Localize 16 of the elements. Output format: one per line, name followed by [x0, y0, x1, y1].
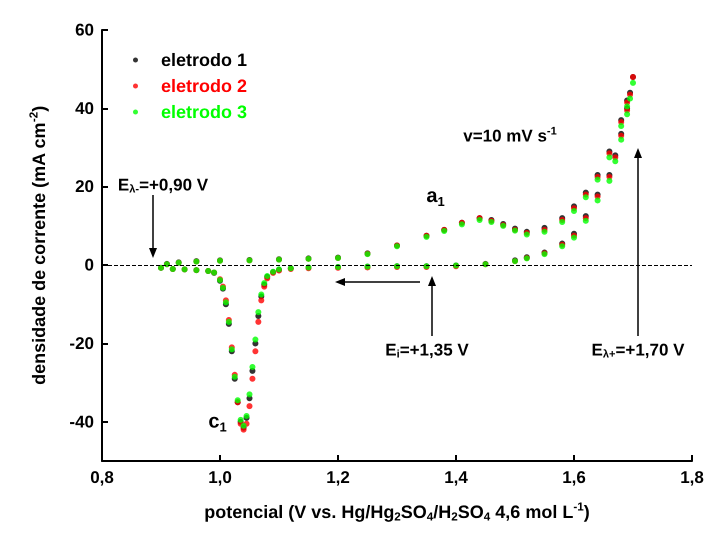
y-tick-label: 0: [84, 256, 94, 275]
x-tick-label: 0,8: [90, 468, 114, 487]
x-tick-label: 1,6: [562, 468, 586, 487]
y-tick-label: 60: [75, 20, 94, 40]
y-tick-label: -20: [69, 334, 94, 353]
x-tick-label: 1,8: [680, 468, 704, 487]
y-tick-label: -40: [69, 412, 94, 432]
legend-label: eletrodo 1: [161, 50, 248, 70]
legend-label: eletrodo 3: [161, 102, 248, 122]
x-tick-label: 1,4: [444, 468, 468, 487]
y-axis-title: densidade de corrente (mA cm-2): [28, 106, 50, 385]
y-tick-label: 20: [75, 177, 94, 196]
y-tick-label: 40: [75, 98, 94, 118]
x-tick-label: 1,2: [326, 468, 350, 487]
legend-label: eletrodo 2: [161, 76, 248, 96]
x-tick-label: 1,0: [208, 468, 232, 487]
